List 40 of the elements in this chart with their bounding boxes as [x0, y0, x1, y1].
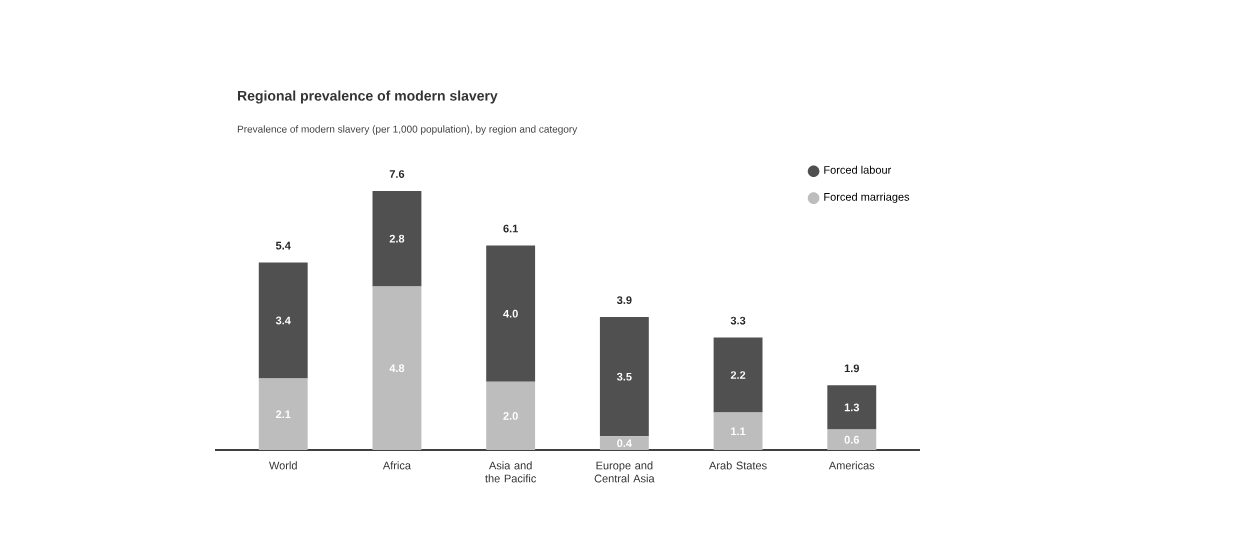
x-tick-label: Arab States: [709, 461, 767, 470]
bar: [713, 412, 763, 450]
x-tick-label: Americas: [828, 461, 875, 470]
data-label: 2.1: [275, 410, 291, 419]
data-label: 2.2: [730, 371, 746, 379]
bar: [486, 245, 536, 382]
chart-title: Regional prevalence of modern slavery: [238, 90, 498, 104]
legend-label: Forced labour: [824, 165, 892, 174]
data-label: 1.1: [731, 427, 746, 436]
bar: [372, 190, 422, 287]
bar: [486, 381, 536, 450]
data-label: 3.4: [275, 316, 291, 325]
x-tick-label: Africa: [382, 461, 411, 470]
bar: [827, 429, 877, 450]
data-label: 4.0: [503, 309, 518, 318]
data-label: 2.8: [389, 234, 405, 243]
bar: [372, 286, 422, 450]
total-label: 1.9: [844, 364, 860, 373]
x-tick-label: Asia and the Pacific: [485, 461, 537, 483]
data-label: 2.0: [503, 412, 518, 420]
bar: [599, 317, 649, 437]
total-label: 5.4: [275, 241, 291, 250]
data-label: 3.5: [616, 372, 632, 381]
x-tick-label: Europe and Central Asia: [594, 461, 655, 483]
legend-label: Forced marriages: [824, 192, 910, 203]
bar: [713, 337, 763, 413]
bar: [599, 436, 649, 450]
bar: [827, 385, 877, 430]
x-tick-label: World: [269, 461, 297, 470]
total-label: 6.1: [503, 224, 518, 233]
chart-subtitle: Prevalence of modern slavery (per 1,000 population), by region and category: [237, 125, 578, 135]
data-label: 0.6: [844, 435, 860, 444]
total-label: 3.9: [616, 296, 632, 305]
data-label: 1.3: [844, 403, 860, 412]
bar: [258, 262, 308, 379]
bar: [258, 378, 308, 450]
total-label: 7.6: [389, 170, 405, 178]
data-label: 0.4: [617, 439, 632, 448]
total-label: 3.3: [730, 316, 746, 325]
data-label: 4.8: [389, 364, 405, 373]
